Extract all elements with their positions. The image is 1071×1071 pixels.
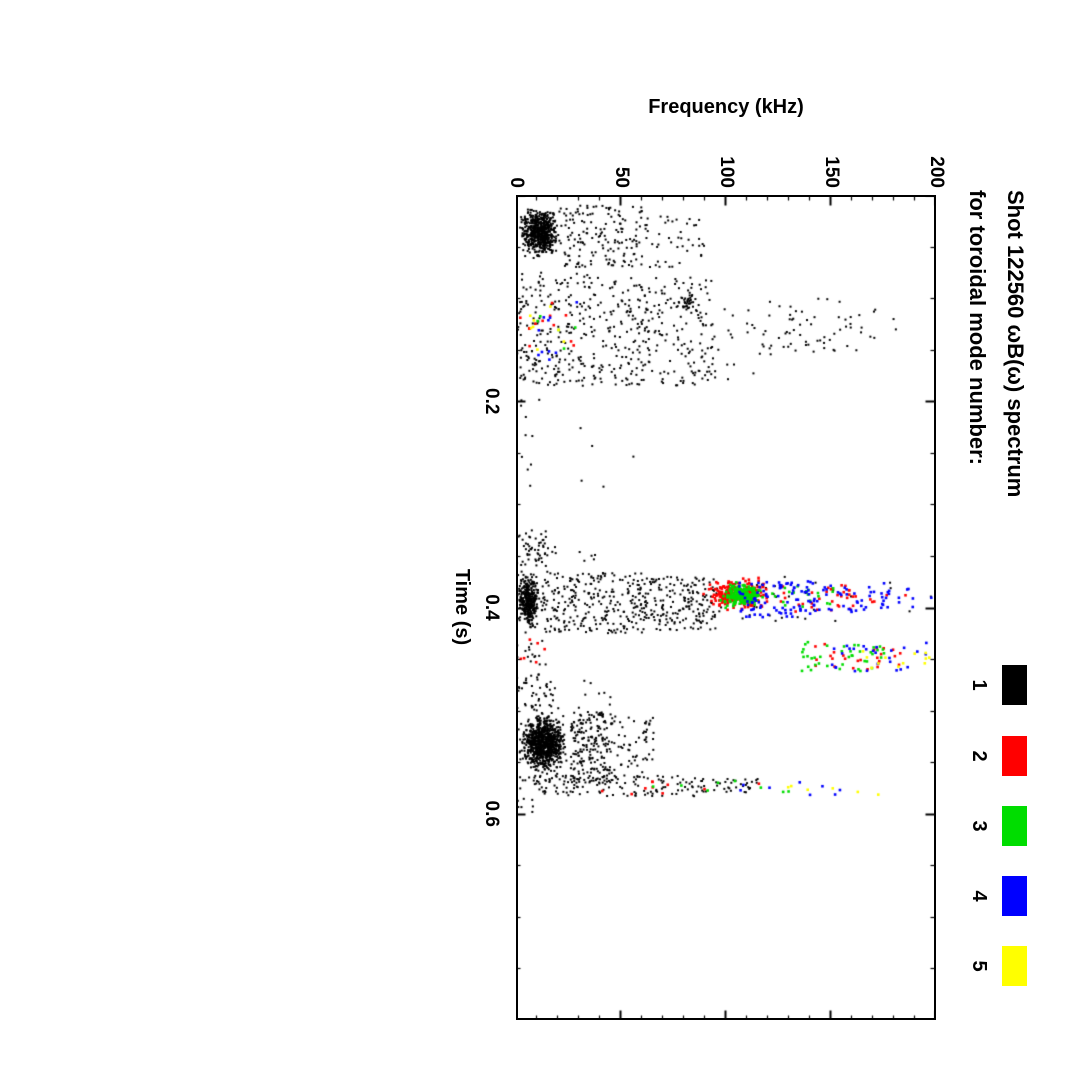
legend-swatch-mode-4 xyxy=(1002,876,1027,916)
xtick-label-0.4: 0.4 xyxy=(481,594,502,621)
legend-label-mode-5: 5 xyxy=(968,960,990,972)
legend-swatch-mode-5 xyxy=(1002,946,1027,986)
ytick-label-0: 0 xyxy=(506,177,527,188)
ytick-label-100: 100 xyxy=(716,156,737,188)
chart-title-line1: Shot 122560 ωB(ω) spectrum xyxy=(1003,190,1028,498)
legend-swatch-mode-2 xyxy=(1002,736,1027,776)
legend-label-mode-4: 4 xyxy=(968,890,990,902)
legend-label-mode-3: 3 xyxy=(968,820,990,832)
legend-label-mode-1: 1 xyxy=(968,679,990,691)
scatter-plot-canvas xyxy=(516,195,936,1020)
ytick-label-150: 150 xyxy=(821,156,842,188)
y-axis-label: Frequency (kHz) xyxy=(648,96,804,118)
xtick-label-0.6: 0.6 xyxy=(481,800,502,827)
ytick-label-200: 200 xyxy=(926,156,947,188)
xtick-label-0.2: 0.2 xyxy=(481,388,502,415)
legend-swatch-mode-3 xyxy=(1002,806,1027,846)
chart-title-line2: for toroidal mode number: xyxy=(965,190,990,465)
rotated-chart: Shot 122560 ωB(ω) spectrum for toroidal … xyxy=(440,90,1030,1030)
x-axis-label: Time (s) xyxy=(451,568,473,646)
legend-label-mode-2: 2 xyxy=(968,750,990,762)
ytick-label-50: 50 xyxy=(611,166,632,188)
legend-swatch-mode-1 xyxy=(1002,665,1027,705)
